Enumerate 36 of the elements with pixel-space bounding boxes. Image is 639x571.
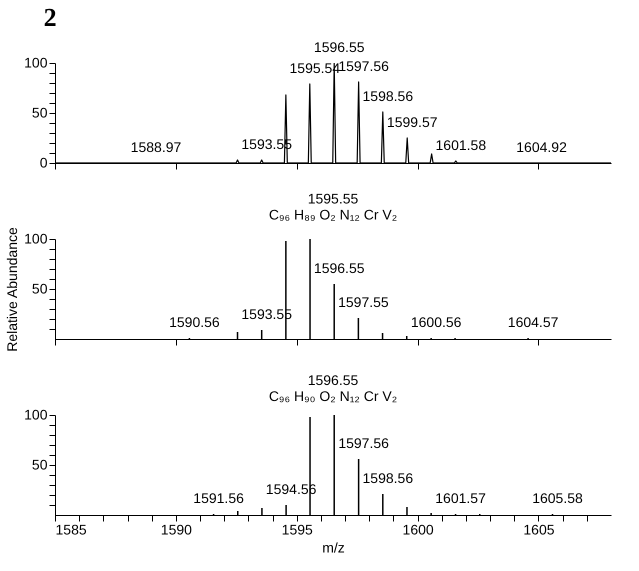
annotation: 1588.97 [130,139,182,155]
y-tick-label: 50 [32,280,48,296]
x-tick-label: 1590 [160,522,192,538]
y-tick-label: 100 [24,54,48,70]
y-tick-label: 50 [32,456,48,472]
annotation: 1600.56 [410,314,462,330]
annotation: 1591.56 [193,490,244,506]
annotation: 1604.92 [516,139,568,155]
annotation: 1601.58 [436,137,486,153]
x-axis-title: m/z [322,540,345,556]
y-tick-label: 100 [24,230,48,246]
annotation: 1601.57 [435,490,486,506]
y-tick-label: 50 [32,104,48,120]
x-tick-label: 1600 [402,522,434,538]
chart-subtitle: C₉₆ H₈₉ O₂ N₁₂ Cr V₂ [268,206,398,222]
annotation: 1597.56 [338,58,390,74]
chart-title: 2 [44,3,57,32]
chart-title: 1596.55 [308,372,359,388]
annotation: 1604.57 [508,314,559,330]
annotation: 1598.56 [362,88,414,104]
y-tick-label: 100 [24,406,48,422]
annotation: 1597.55 [338,294,389,310]
y-tick-label: 0 [40,154,48,170]
x-tick-label: 1585 [56,522,87,538]
y-axis-title: Relative Abundance [4,227,20,352]
annotation: 1590.56 [169,314,220,330]
x-tick-label: 1605 [523,522,555,538]
chart-subtitle: C₉₆ H₉₀ O₂ N₁₂ Cr V₂ [268,388,398,404]
annotation: 1605.58 [532,490,584,506]
annotation: 1596.55 [314,260,365,276]
annotation: 1598.56 [362,470,414,486]
chart-title: 1595.55 [308,190,359,206]
x-tick-label: 1595 [282,522,314,538]
annotation: 1599.57 [386,114,438,130]
annotation: 1597.56 [338,435,390,451]
annotation: 1596.55 [314,39,365,55]
